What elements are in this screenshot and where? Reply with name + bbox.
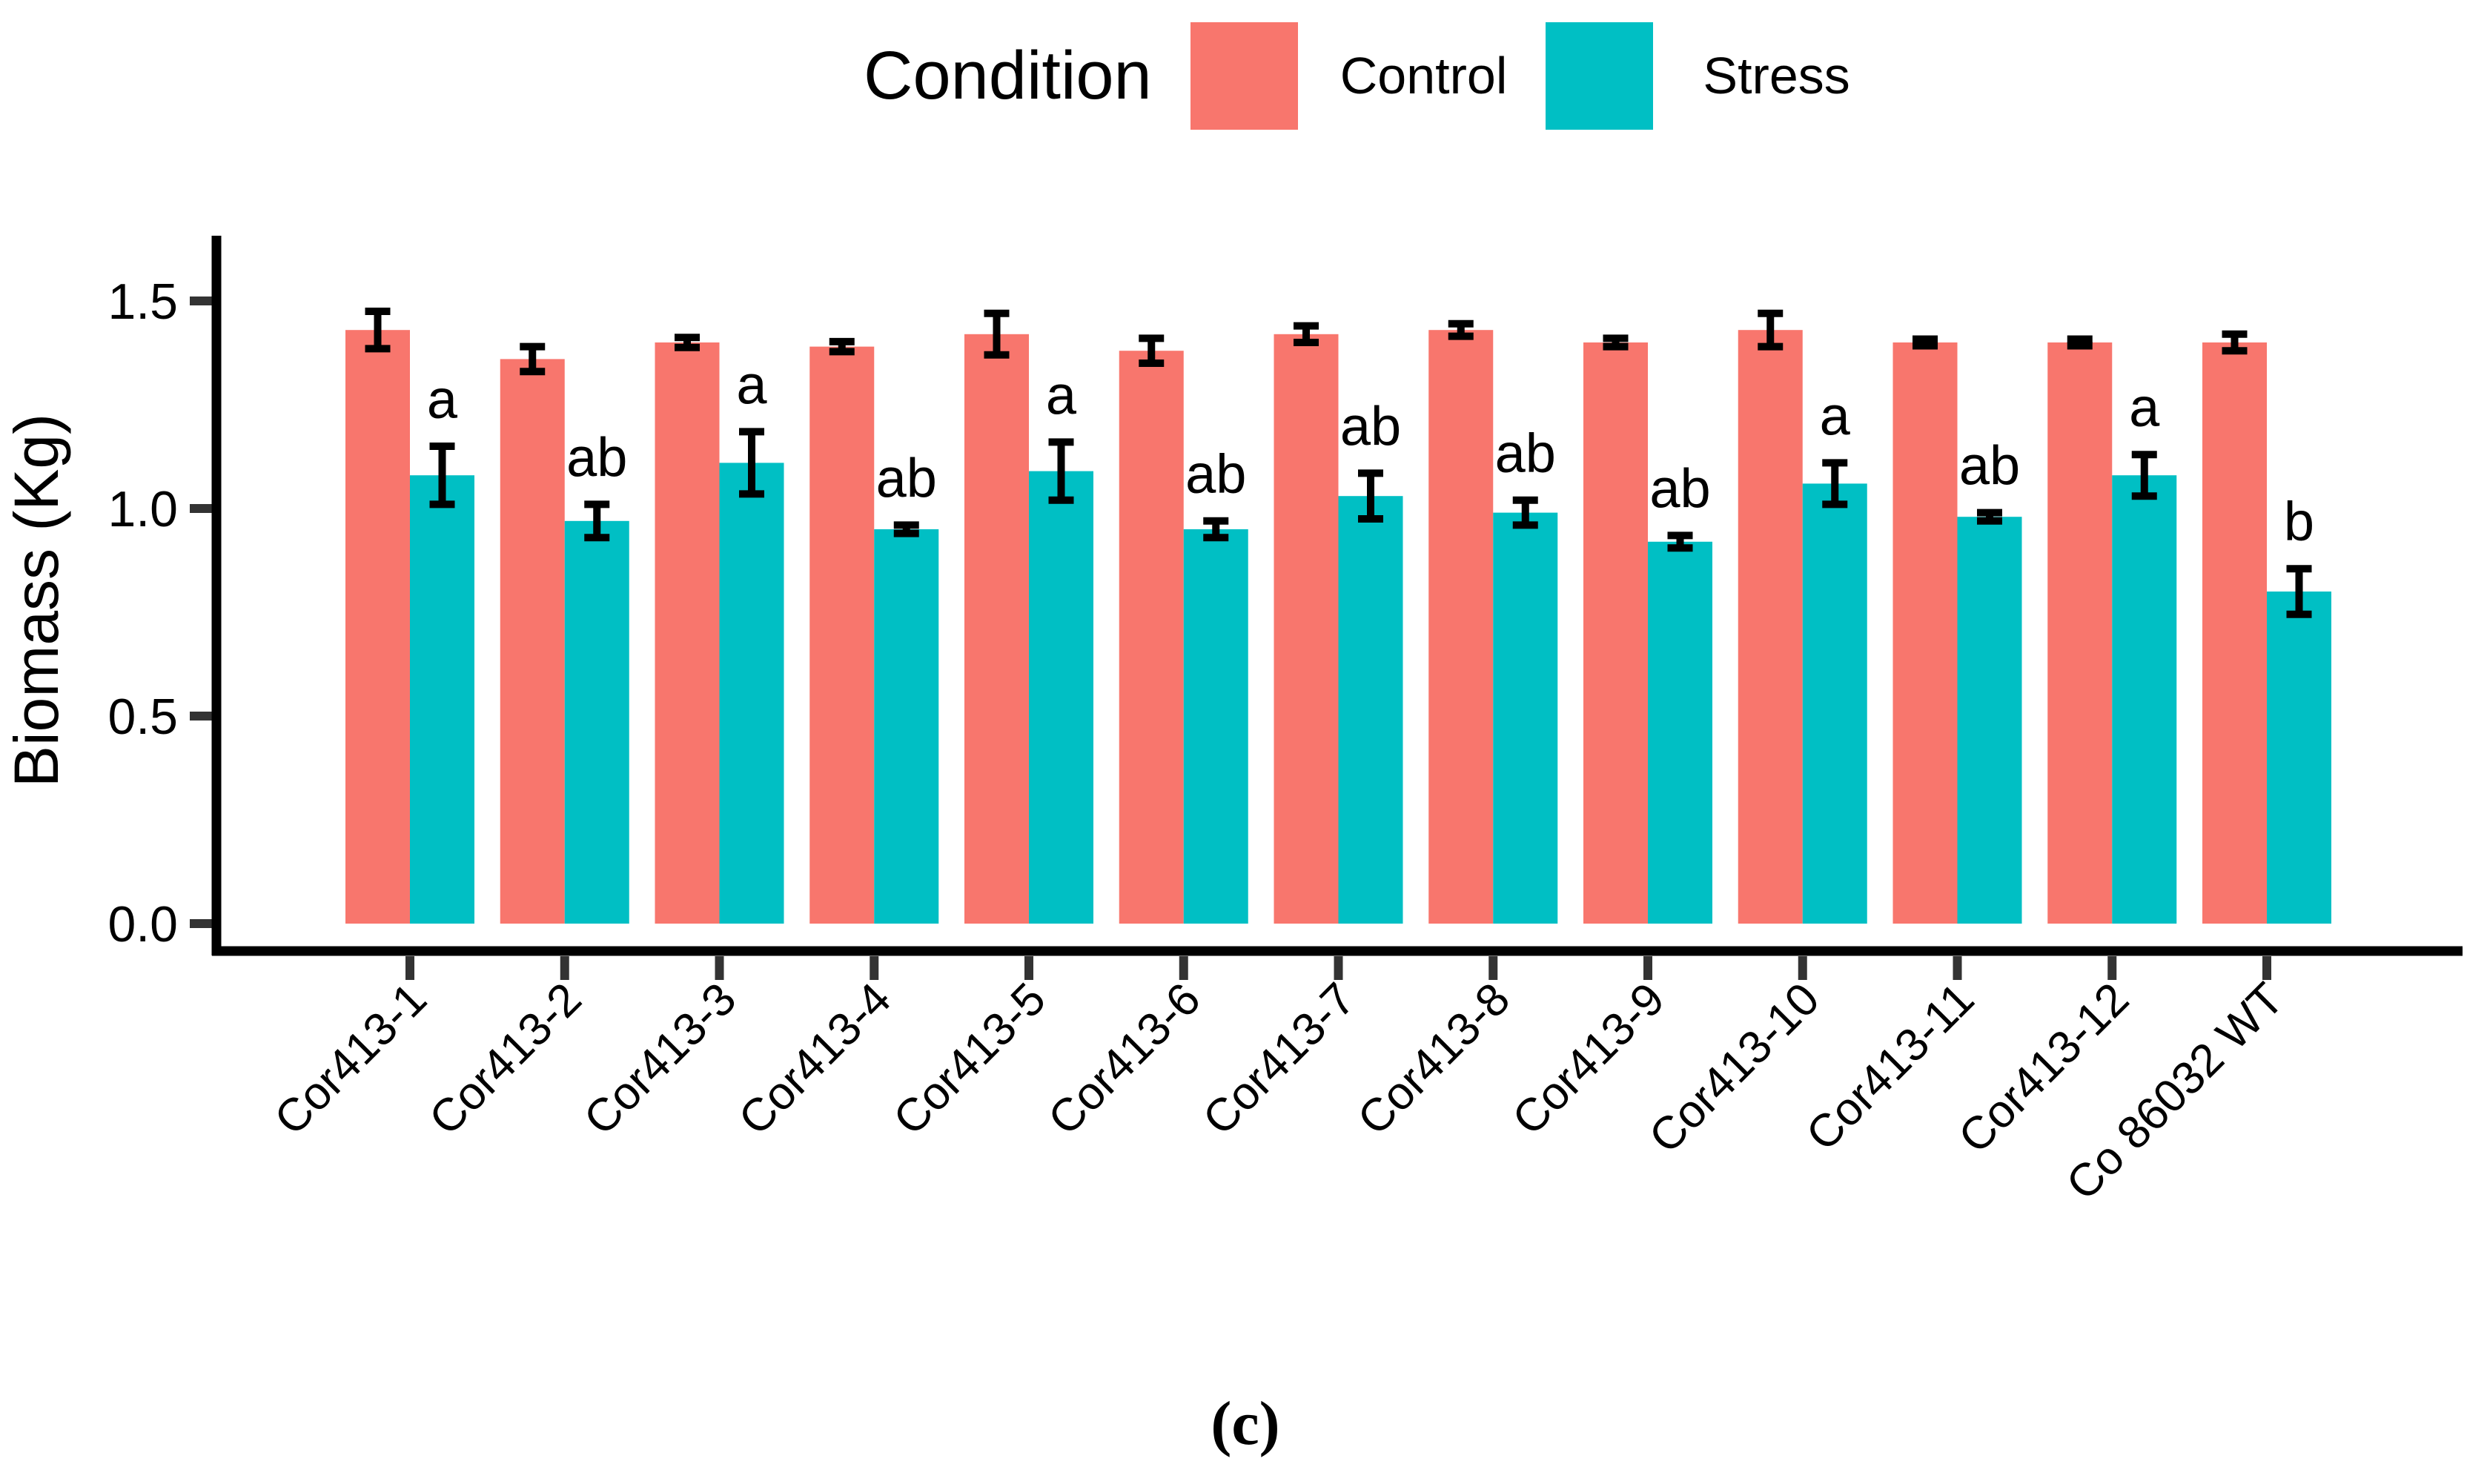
bar-control-Cor413-6 — [1119, 351, 1184, 924]
x-tick-label-Cor413-5: Cor413-5 — [884, 973, 1056, 1145]
significance-letter-Cor413-6: ab — [1185, 443, 1246, 505]
bar-stress-Cor413-3 — [719, 463, 784, 924]
bar-control-Cor413-10 — [1738, 330, 1803, 924]
legend-label-control: Control — [1339, 47, 1508, 105]
x-tick-label-Cor413-7: Cor413-7 — [1193, 973, 1365, 1145]
bar-control-Cor413-4 — [809, 346, 875, 924]
significance-letter-Cor413-7: ab — [1340, 395, 1401, 457]
bar-control-Cor413-8 — [1428, 330, 1494, 924]
significance-letter-Cor413-4: ab — [876, 447, 937, 509]
bar-control-Cor413-3 — [655, 342, 720, 924]
bar-stress-Cor413-8 — [1493, 512, 1558, 924]
y-tick-label-0.0: 0.0 — [107, 896, 178, 953]
x-tick-label-Cor413-6: Cor413-6 — [1039, 973, 1211, 1145]
bar-control-Co 86032 WT — [2202, 342, 2267, 924]
bar-stress-Cor413-12 — [2112, 475, 2177, 924]
y-tick-label-0.5: 0.5 — [107, 689, 178, 745]
bar-stress-Co 86032 WT — [2267, 592, 2331, 924]
bar-stress-Cor413-2 — [564, 520, 629, 924]
significance-letter-Cor413-3: a — [736, 354, 767, 415]
x-tick-label-Cor413-10: Cor413-10 — [1640, 973, 1829, 1163]
significance-letter-Cor413-10: a — [1820, 385, 1851, 446]
bar-control-Cor413-5 — [964, 334, 1029, 924]
bar-control-Cor413-12 — [2047, 342, 2113, 924]
x-tick-label-Cor413-3: Cor413-3 — [574, 973, 746, 1145]
legend: Condition Control Stress — [864, 16, 1850, 135]
bar-stress-Cor413-10 — [1802, 483, 1867, 924]
y-tick-label-1.0: 1.0 — [107, 481, 178, 537]
bar-stress-Cor413-11 — [1957, 517, 2022, 924]
x-tick-label-Cor413-8: Cor413-8 — [1348, 973, 1520, 1145]
significance-letter-Cor413-11: ab — [1959, 435, 2020, 497]
bar-control-Cor413-11 — [1892, 342, 1958, 924]
x-tick-label-Cor413-4: Cor413-4 — [729, 973, 901, 1145]
bar-stress-Cor413-7 — [1338, 496, 1403, 924]
x-tick-label-Cor413-1: Cor413-1 — [265, 973, 437, 1145]
significance-letter-Co 86032 WT: b — [2284, 491, 2314, 552]
bar-control-Cor413-2 — [500, 359, 565, 924]
significance-letter-Cor413-2: ab — [566, 426, 627, 488]
significance-letter-Cor413-9: ab — [1649, 457, 1710, 519]
bar-stress-Cor413-4 — [874, 529, 939, 924]
bar-stress-Cor413-1 — [410, 475, 474, 924]
bar-control-Cor413-7 — [1274, 334, 1339, 924]
significance-letter-Cor413-1: a — [427, 368, 458, 430]
legend-title: Condition — [864, 37, 1152, 113]
significance-letter-Cor413-8: ab — [1495, 423, 1556, 484]
bar-stress-Cor413-6 — [1183, 529, 1248, 924]
figure-caption: (c) — [1211, 1389, 1280, 1458]
bar-control-Cor413-9 — [1583, 342, 1648, 924]
y-axis-title: Biomass (Kg) — [1, 414, 71, 787]
significance-letter-Cor413-5: a — [1046, 364, 1077, 425]
bar-stress-Cor413-5 — [1029, 471, 1093, 924]
y-tick-label-1.5: 1.5 — [107, 274, 178, 330]
x-tick-label-Cor413-2: Cor413-2 — [420, 973, 592, 1145]
legend-swatch-stress-icon — [1546, 21, 1654, 130]
legend-label-stress: Stress — [1703, 47, 1850, 105]
significance-letter-Cor413-12: a — [2129, 377, 2160, 438]
legend-swatch-control-icon — [1190, 21, 1298, 130]
bar-stress-Cor413-9 — [1648, 541, 1712, 924]
bar-control-Cor413-1 — [345, 330, 410, 924]
